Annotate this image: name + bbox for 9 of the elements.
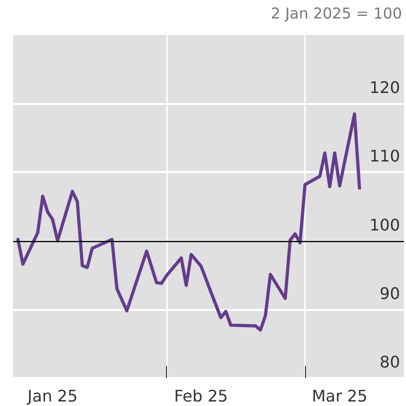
x-tick-label: Jan 25 (26, 386, 78, 406)
y-tick-label: 100 (369, 215, 400, 234)
x-tick-label: Mar 25 (312, 386, 368, 406)
text: 2 Jan 2025 = 100 (270, 4, 402, 22)
x-tick-label: Feb 25 (174, 386, 228, 406)
y-tick-label: 120 (369, 78, 400, 98)
y-tick-label: 90 (380, 284, 400, 303)
y-tick-label: 80 (380, 352, 400, 372)
y-tick-label: 110 (369, 146, 400, 166)
